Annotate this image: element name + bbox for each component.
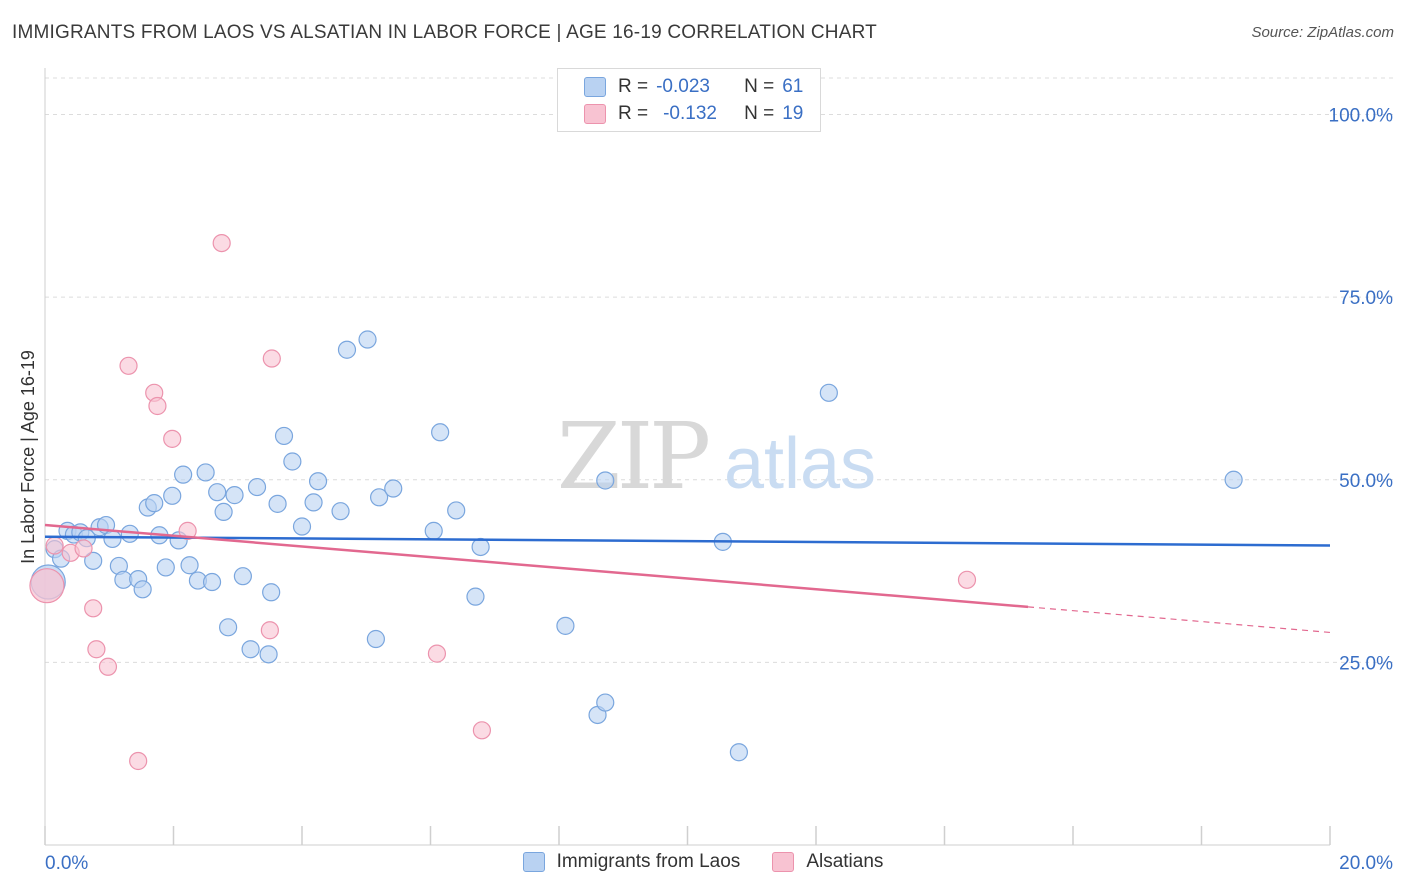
- alsatian-point: [119, 356, 138, 375]
- alsatian-point: [427, 644, 447, 663]
- series-legend: Immigrants from Laos Alsatians: [0, 851, 1406, 873]
- laos-point: [447, 501, 466, 520]
- laos-point: [225, 486, 244, 505]
- alsatian-point: [87, 640, 106, 659]
- laos-point: [556, 616, 575, 635]
- x-tick-label: 20.0%: [1339, 853, 1393, 874]
- laos-point: [466, 587, 485, 606]
- alsatian-trend-extension: [1027, 606, 1331, 634]
- laos-point: [471, 537, 490, 557]
- alsatian-point: [957, 570, 977, 589]
- laos-point: [1224, 470, 1243, 489]
- laos-point: [331, 502, 350, 521]
- labels-layer: 25.0% 50.0% 75.0% 100.0% 0.0% 20.0% In Labor F…: [18, 106, 1393, 874]
- y-tick-label: 50.0%: [1339, 471, 1393, 492]
- alsatian-point: [178, 521, 197, 540]
- legend-r-value: -0.023: [656, 76, 710, 97]
- laos-point: [308, 472, 328, 491]
- laos-point: [274, 426, 294, 446]
- legend-row-laos: R = -0.023 N = 61: [584, 73, 803, 101]
- alsatian-point: [260, 621, 279, 640]
- laos-point: [145, 494, 164, 513]
- laos-point: [103, 529, 122, 549]
- laos-point: [163, 486, 182, 505]
- y-tick-label: 100.0%: [1329, 106, 1394, 127]
- laos-point: [208, 483, 227, 502]
- laos-point: [247, 477, 267, 497]
- laos-point: [233, 567, 252, 586]
- laos-point: [431, 423, 450, 442]
- laos-point: [304, 493, 323, 512]
- axes-layer: [44, 68, 1331, 846]
- laos-point: [202, 572, 222, 592]
- series-swatch-blue: [522, 852, 545, 872]
- laos-point: [174, 465, 193, 484]
- alsatian-point: [262, 349, 281, 368]
- laos-point: [196, 463, 215, 482]
- laos-point: [819, 383, 838, 402]
- y-tick-label: 75.0%: [1339, 288, 1393, 309]
- alsatian-point: [163, 429, 182, 448]
- laos-point: [596, 693, 615, 712]
- chart-title: IMMIGRANTS FROM LAOS VS ALSATIAN IN LABO…: [12, 22, 877, 43]
- laos-point: [729, 743, 749, 762]
- laos-point: [241, 640, 260, 659]
- laos-point: [214, 502, 233, 522]
- laos-point: [180, 556, 199, 575]
- series-legend-laos: Immigrants from Laos: [522, 851, 741, 873]
- x-tick-label: 0.0%: [45, 853, 88, 874]
- alsatian-point: [29, 568, 65, 604]
- stats-legend: R = -0.023 N = 61 R = -0.132 N = 19: [557, 68, 821, 132]
- laos-point: [259, 645, 278, 664]
- laos-trend-line: [44, 535, 1331, 547]
- alsatian-point: [472, 721, 491, 740]
- laos-point: [156, 558, 175, 577]
- legend-swatch-pink: [584, 104, 606, 124]
- laos-point: [292, 517, 312, 536]
- alsatian-point: [84, 599, 103, 618]
- series-legend-alsatians: Alsatians: [772, 851, 883, 873]
- watermark: ZIP atlas: [557, 403, 876, 510]
- legend-r-value: -0.132: [663, 103, 717, 124]
- laos-point: [596, 471, 615, 490]
- laos-point: [283, 452, 302, 471]
- legend-n-value: 19: [782, 103, 804, 124]
- legend-swatch-blue: [584, 77, 606, 97]
- laos-point: [370, 488, 389, 507]
- laos-point: [133, 580, 152, 599]
- alsatian-point: [45, 536, 64, 555]
- alsatian-point: [212, 233, 231, 253]
- series-swatch-pink: [772, 852, 795, 872]
- laos-point: [262, 583, 281, 602]
- trend-layer: [44, 523, 1331, 634]
- legend-n-value: 61: [782, 76, 804, 97]
- legend-r-label: R =: [618, 103, 649, 124]
- laos-point: [337, 340, 357, 359]
- watermark-zip: ZIP: [557, 403, 708, 510]
- laos-point: [366, 629, 385, 649]
- source-label: Source: ZipAtlas.com: [1251, 24, 1394, 41]
- alsatian-point: [74, 539, 93, 558]
- alsatian-point: [98, 657, 118, 676]
- laos-point: [219, 618, 238, 637]
- series-name-alsatians: Alsatians: [806, 851, 884, 872]
- y-tick-label: 25.0%: [1339, 653, 1393, 674]
- legend-r-label: R =: [618, 76, 649, 97]
- y-axis-label: In Labor Force | Age 16-19: [18, 350, 38, 564]
- laos-point: [84, 551, 103, 570]
- alsatian-point: [148, 396, 167, 416]
- legend-row-alsatians: R = -0.132 N = 19: [584, 100, 803, 128]
- series-name-laos: Immigrants from Laos: [556, 851, 741, 872]
- laos-point: [384, 479, 403, 498]
- alsatian-trend-line: [44, 523, 1029, 609]
- laos-point: [358, 330, 377, 349]
- points-layer: [29, 233, 1243, 771]
- legend-n-label: N =: [744, 76, 775, 97]
- watermark-atlas: atlas: [724, 424, 876, 504]
- laos-point: [268, 494, 287, 513]
- laos-point: [424, 521, 443, 540]
- legend-n-label: N =: [744, 103, 775, 124]
- alsatian-point: [129, 751, 148, 771]
